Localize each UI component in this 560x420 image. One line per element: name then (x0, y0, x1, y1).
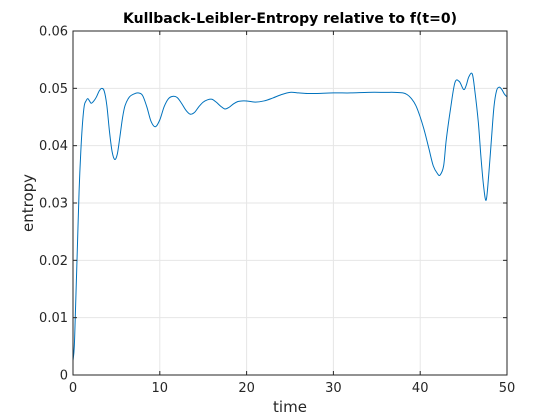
x-tick-label: 30 (325, 381, 342, 396)
ticks: 0 10 20 30 40 50 0 0.01 0.02 0.03 0.04 0.05 0.06 (39, 25, 515, 397)
y-tick-label: 0.05 (39, 82, 68, 97)
y-axis-label: entropy (19, 174, 37, 232)
x-tick-label: 50 (499, 381, 516, 396)
y-tick-label: 0.06 (39, 25, 68, 40)
series-layer (72, 72, 508, 362)
x-tick-label: 20 (238, 381, 255, 396)
y-tick-label: 0.02 (39, 254, 68, 269)
x-tick-label: 0 (69, 381, 77, 396)
y-tick-label: 0.04 (39, 139, 68, 154)
x-tick-label: 10 (152, 381, 169, 396)
series-line (72, 72, 508, 362)
y-tick-label: 0.01 (39, 311, 68, 326)
x-axis-label: time (273, 398, 307, 416)
x-tick-label: 40 (412, 381, 429, 396)
chart-title: Kullback-Leibler-Entropy relative to f(t… (123, 11, 457, 27)
y-tick-label: 0 (60, 369, 68, 384)
y-tick-label: 0.03 (39, 197, 68, 212)
